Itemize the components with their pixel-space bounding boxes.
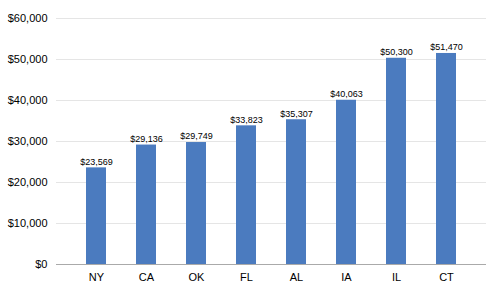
svg-text:FL: FL [240, 271, 253, 283]
svg-text:$40,063: $40,063 [330, 89, 363, 99]
svg-text:IL: IL [392, 271, 401, 283]
svg-text:NY: NY [89, 271, 105, 283]
svg-text:$29,136: $29,136 [130, 134, 163, 144]
svg-text:CT: CT [439, 271, 454, 283]
svg-text:$20,000: $20,000 [8, 176, 48, 188]
svg-text:$50,000: $50,000 [8, 53, 48, 65]
svg-text:IA: IA [341, 271, 352, 283]
svg-text:AL: AL [290, 271, 303, 283]
svg-text:$33,823: $33,823 [230, 115, 263, 125]
svg-text:$60,000: $60,000 [8, 12, 48, 24]
svg-text:$30,000: $30,000 [8, 135, 48, 147]
svg-text:OK: OK [189, 271, 206, 283]
svg-text:$10,000: $10,000 [8, 217, 48, 229]
svg-text:$29,749: $29,749 [180, 131, 213, 141]
svg-text:$23,569: $23,569 [80, 157, 113, 167]
svg-text:$51,470: $51,470 [430, 42, 463, 52]
svg-text:CA: CA [139, 271, 155, 283]
svg-text:$35,307: $35,307 [280, 109, 313, 119]
svg-text:$50,300: $50,300 [380, 47, 413, 57]
svg-text:$0: $0 [35, 258, 47, 270]
svg-text:$40,000: $40,000 [8, 94, 48, 106]
